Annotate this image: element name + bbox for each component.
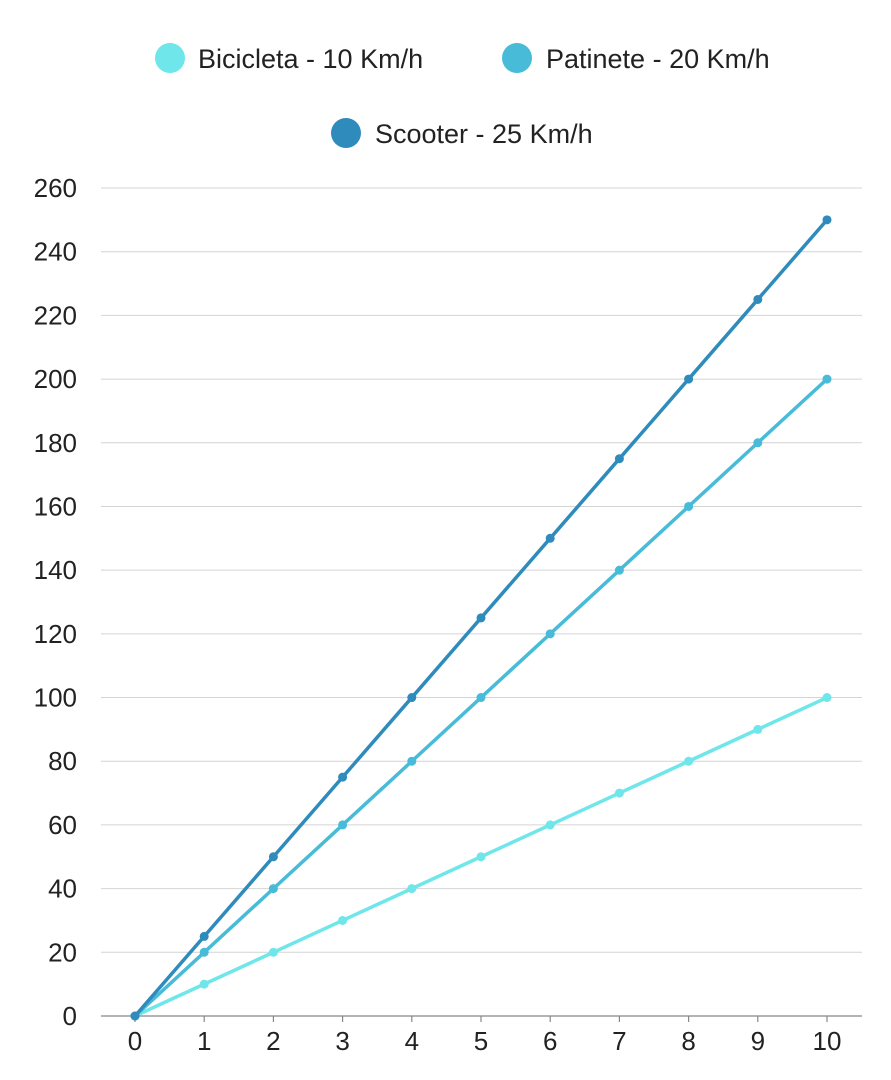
series-2: [130, 215, 832, 1021]
y-tick-label-100: 100: [34, 683, 77, 713]
data-point-1-8: [684, 501, 694, 511]
y-tick-label-20: 20: [48, 937, 77, 967]
data-point-0-4: [407, 884, 417, 894]
data-point-2-4: [407, 693, 417, 703]
y-tick-label-220: 220: [34, 300, 77, 330]
data-point-2-8: [684, 374, 694, 384]
data-point-2-3: [338, 772, 348, 782]
legend-marker-2: [331, 118, 361, 148]
legend-item-1: Patinete - 20 Km/h: [502, 43, 770, 74]
data-point-1-9: [753, 438, 763, 448]
legend-marker-1: [502, 43, 532, 73]
y-tick-label-200: 200: [34, 364, 77, 394]
data-point-2-0: [130, 1011, 140, 1021]
data-point-2-7: [614, 454, 624, 464]
data-point-1-10: [822, 374, 832, 384]
data-point-0-10: [822, 693, 832, 703]
data-point-1-4: [407, 756, 417, 766]
x-tick-label-1: 1: [197, 1026, 211, 1056]
y-tick-label-160: 160: [34, 491, 77, 521]
y-tick-label-140: 140: [34, 555, 77, 585]
y-tick-label-0: 0: [63, 1001, 77, 1031]
x-tick-label-4: 4: [405, 1026, 419, 1056]
x-tick-label-6: 6: [543, 1026, 557, 1056]
legend-label-1: Patinete - 20 Km/h: [546, 44, 770, 74]
data-point-1-7: [614, 565, 624, 575]
y-tick-label-240: 240: [34, 237, 77, 267]
x-tick-label-0: 0: [128, 1026, 142, 1056]
legend-label-0: Bicicleta - 10 Km/h: [198, 44, 423, 74]
data-point-1-6: [545, 629, 555, 639]
y-axis: 0 20 40 60 80 100 120 140 160 180 200 220 240 260: [34, 173, 77, 1031]
x-tick-label-10: 10: [813, 1026, 842, 1056]
data-point-0-7: [614, 788, 624, 798]
data-point-0-8: [684, 756, 694, 766]
y-tick-label-60: 60: [48, 810, 77, 840]
data-point-0-9: [753, 724, 763, 734]
data-point-0-5: [476, 852, 486, 862]
legend-item-2: Scooter - 25 Km/h: [331, 118, 593, 149]
grid-lines: [101, 187, 862, 953]
x-tick-label-8: 8: [681, 1026, 695, 1056]
data-point-0-1: [199, 979, 209, 989]
y-tick-label-80: 80: [48, 746, 77, 776]
data-point-1-3: [338, 820, 348, 830]
data-point-2-2: [268, 852, 278, 862]
x-tick-label-9: 9: [751, 1026, 765, 1056]
x-tick-label-7: 7: [612, 1026, 626, 1056]
legend-marker-0: [155, 43, 185, 73]
y-tick-label-120: 120: [34, 619, 77, 649]
legend-item-0: Bicicleta - 10 Km/h: [155, 43, 423, 74]
legend-label-2: Scooter - 25 Km/h: [375, 119, 593, 149]
data-point-2-9: [753, 294, 763, 304]
data-point-1-1: [199, 947, 209, 957]
data-point-0-3: [338, 915, 348, 925]
y-tick-label-260: 260: [34, 173, 77, 203]
data-point-2-10: [822, 215, 832, 225]
data-point-2-5: [476, 613, 486, 623]
x-tick-label-2: 2: [266, 1026, 280, 1056]
data-point-0-2: [268, 947, 278, 957]
x-tick-label-3: 3: [335, 1026, 349, 1056]
data-point-1-5: [476, 693, 486, 703]
x-tick-label-5: 5: [474, 1026, 488, 1056]
y-tick-label-180: 180: [34, 428, 77, 458]
data-point-2-6: [545, 533, 555, 543]
series-0: [130, 693, 832, 1021]
y-tick-label-40: 40: [48, 874, 77, 904]
chart-legend: Bicicleta - 10 Km/h Patinete - 20 Km/h S…: [155, 43, 770, 149]
plot-area: [130, 215, 832, 1021]
data-point-0-6: [545, 820, 555, 830]
x-axis: 0 1 2 3 4 5 6 7 8 9 10: [101, 1015, 862, 1056]
data-point-2-1: [199, 931, 209, 941]
data-point-1-2: [268, 884, 278, 894]
